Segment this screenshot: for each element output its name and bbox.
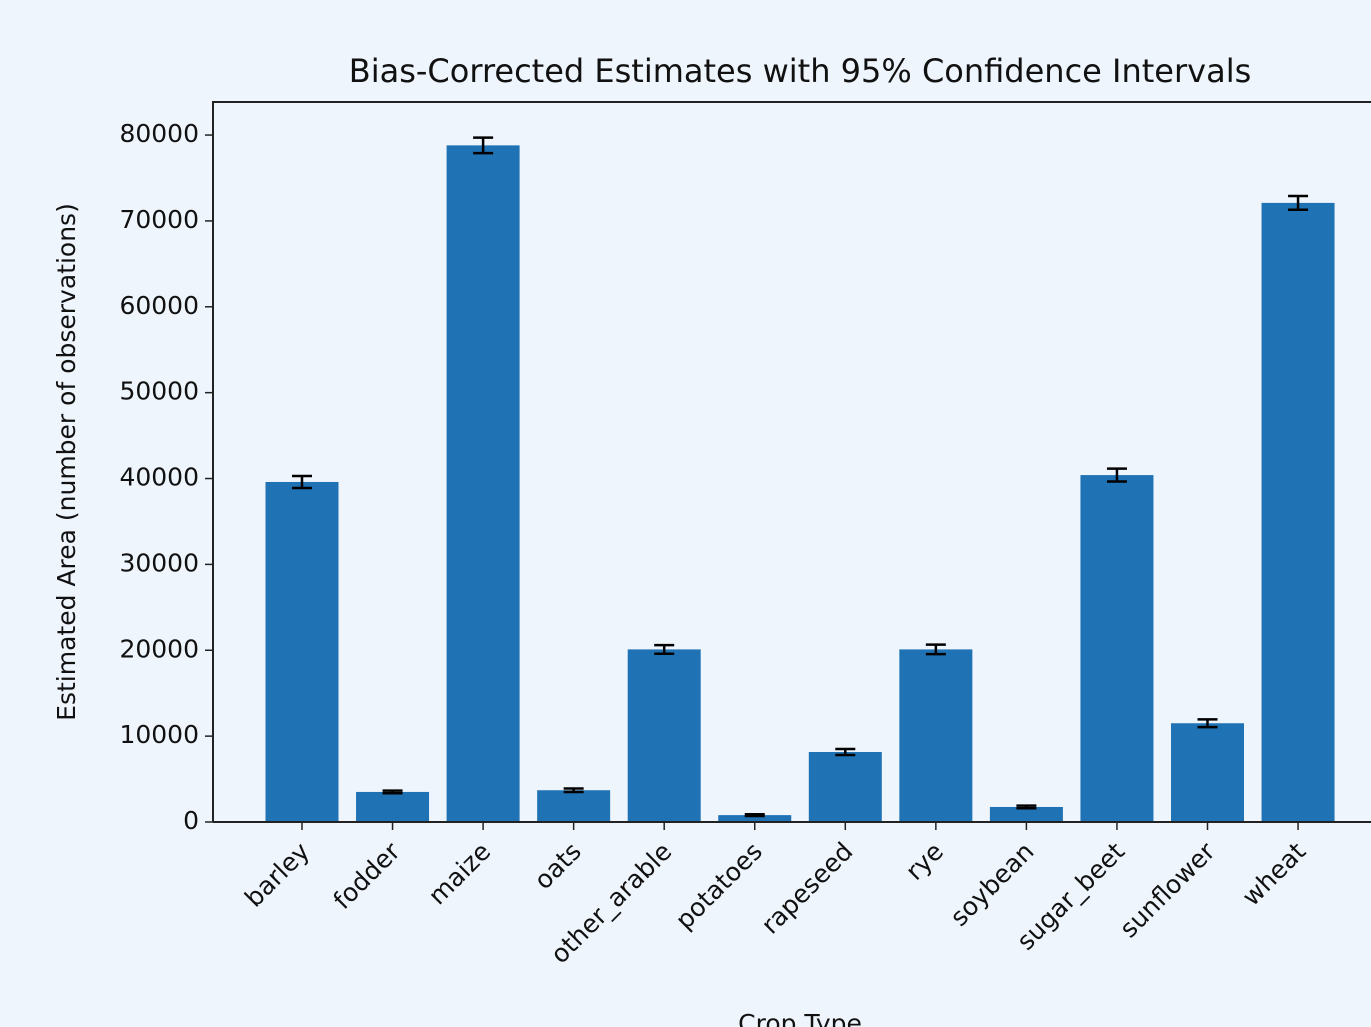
x-tick-label: fodder (328, 836, 407, 915)
bar (627, 649, 701, 822)
y-tick-label: 70000 (119, 205, 199, 234)
error-bar (292, 474, 312, 490)
error-bar (1288, 194, 1309, 212)
x-tick-label: oats (529, 837, 587, 895)
x-tick-label: barley (239, 837, 315, 913)
x-axis-label: Crop Type (738, 1009, 862, 1027)
chart-title: Bias-Corrected Estimates with 95% Confid… (349, 52, 1252, 90)
y-tick-label: 60000 (119, 291, 199, 320)
bar (899, 649, 973, 822)
bar (446, 145, 520, 822)
bar (808, 752, 882, 822)
y-tick-label: 20000 (119, 634, 199, 663)
x-tick-label: sunflower (1114, 836, 1221, 943)
y-axis-label: Estimated Area (number of observations) (52, 203, 81, 721)
error-bar (1016, 804, 1037, 810)
x-tick-label: soybean (944, 837, 1039, 932)
x-tick-label: maize (423, 837, 497, 911)
bar (265, 481, 339, 822)
bar (1080, 475, 1154, 822)
error-bar (563, 787, 584, 794)
error-bar (654, 643, 675, 655)
y-tick-label: 10000 (119, 720, 199, 749)
x-tick-label: potatoes (670, 837, 768, 935)
bar (537, 790, 611, 822)
error-bar (473, 136, 494, 155)
bar (718, 815, 792, 822)
y-tick-label: 50000 (119, 377, 199, 406)
error-bar (382, 789, 403, 795)
bar (989, 806, 1063, 822)
error-bar (1197, 718, 1218, 729)
bar (356, 791, 430, 822)
x-tick-label: rapeseed (756, 837, 859, 940)
y-tick-label: 80000 (119, 119, 199, 148)
error-bar (1106, 467, 1127, 483)
x-tick-label: wheat (1236, 837, 1311, 912)
bar (1171, 723, 1244, 822)
error-bar (925, 643, 946, 656)
y-tick-label: 40000 (119, 463, 199, 492)
y-tick-label: 0 (183, 806, 199, 835)
x-tick-label: rye (900, 837, 949, 886)
bar (1261, 202, 1335, 822)
error-bar (744, 813, 765, 818)
error-bar (835, 747, 856, 757)
y-tick-label: 30000 (119, 548, 199, 577)
axes-frame (212, 101, 1371, 823)
